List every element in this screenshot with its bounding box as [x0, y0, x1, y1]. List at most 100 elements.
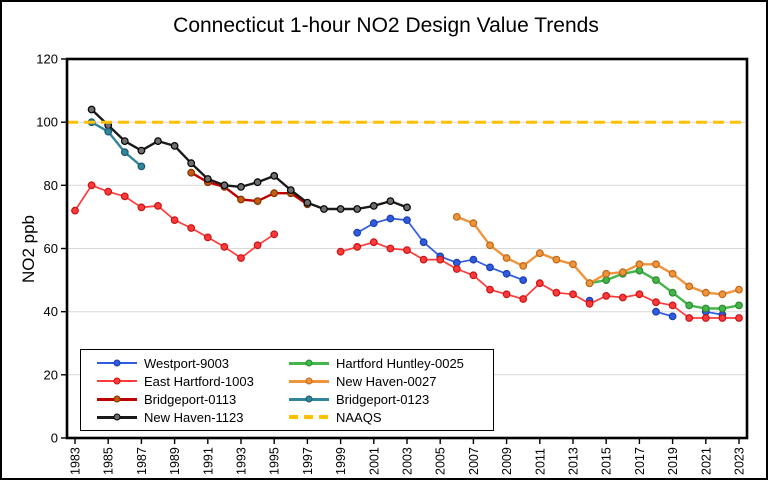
x-tick-label: 2019	[666, 447, 680, 475]
data-point	[486, 263, 494, 272]
data-point	[270, 171, 279, 180]
legend-marker-dot	[113, 395, 121, 403]
data-point	[104, 127, 113, 136]
data-point	[718, 304, 727, 313]
data-point	[668, 301, 677, 310]
data-point	[735, 314, 743, 322]
data-point	[137, 203, 146, 212]
data-point	[602, 269, 611, 278]
data-point	[718, 290, 727, 299]
legend-box: Westport-9003 East Hartford-1003 Bridgepor…	[80, 349, 494, 431]
data-point	[685, 301, 694, 310]
data-point	[618, 293, 627, 302]
legend-item-east-hartford-1003: East Hartford-1003	[97, 372, 289, 390]
data-point	[535, 249, 544, 258]
data-point	[170, 141, 179, 150]
y-tick-label: 0	[51, 431, 58, 446]
data-point	[386, 244, 395, 253]
data-point	[187, 168, 196, 177]
x-tick-label: 2003	[401, 447, 415, 475]
data-point	[369, 219, 378, 228]
data-point	[87, 105, 96, 114]
data-point	[552, 288, 561, 297]
data-point	[253, 241, 262, 250]
data-point	[403, 246, 411, 255]
axes: 0 20 40 60 80 100 120 1983 1985 1987 1989 1991 1993 1…	[36, 52, 746, 476]
data-point	[519, 262, 528, 270]
data-point	[137, 146, 146, 155]
x-tick-label: 1983	[69, 447, 83, 475]
data-point	[602, 292, 611, 300]
data-point	[519, 295, 528, 303]
data-point	[237, 195, 245, 204]
legend-swatch-bridgeport-0113	[97, 395, 137, 403]
data-point	[652, 298, 660, 307]
data-point	[237, 182, 245, 191]
x-tick-label: 1987	[135, 447, 149, 475]
data-point	[419, 238, 428, 247]
data-point	[419, 255, 428, 264]
legend-label-east-hartford-1003: East Hartford-1003	[144, 373, 254, 389]
data-point	[187, 159, 196, 168]
legend-label-hartford-huntley-0025: Hartford Huntley-0025	[336, 355, 464, 371]
data-point	[452, 212, 461, 221]
legend-item-new-haven-0027: New Haven-0027	[289, 372, 493, 390]
data-point	[452, 265, 461, 273]
x-tick-label: 2017	[633, 447, 647, 475]
data-point	[270, 230, 279, 239]
data-point	[71, 206, 79, 215]
x-tick-label: 2001	[367, 447, 381, 475]
legend-item-hartford-huntley-0025: Hartford Huntley-0025	[289, 354, 493, 372]
data-point	[320, 205, 328, 213]
legend-label-naaqs: NAAQS	[336, 409, 382, 425]
legend-marker-dot	[113, 377, 121, 385]
data-point	[353, 242, 362, 251]
x-tick-label: 2005	[434, 447, 448, 475]
data-point	[668, 269, 677, 278]
x-tick-label: 1985	[102, 447, 116, 475]
data-point	[386, 214, 395, 223]
data-point	[353, 205, 362, 213]
data-point	[486, 285, 494, 294]
data-point	[87, 181, 96, 190]
data-point	[120, 148, 129, 157]
x-tick-label: 2021	[699, 447, 713, 475]
series-westport-9003	[353, 214, 727, 321]
x-tick-label: 1991	[201, 447, 215, 475]
data-point	[685, 282, 694, 291]
data-point	[635, 290, 644, 299]
y-tick-label: 60	[44, 241, 58, 256]
data-point	[486, 241, 494, 250]
data-point	[369, 238, 378, 247]
x-tick-label: 1993	[235, 447, 249, 475]
x-tick-label: 2013	[567, 447, 581, 475]
data-point	[187, 224, 196, 232]
y-tick-label: 80	[44, 178, 58, 193]
data-point	[635, 266, 644, 275]
data-point	[718, 314, 727, 322]
data-point	[220, 181, 229, 190]
data-point	[668, 288, 677, 297]
data-point	[535, 279, 544, 288]
data-point	[685, 314, 694, 322]
legend-label-new-haven-1123: New Haven-1123	[144, 409, 244, 425]
y-tick-label: 100	[36, 115, 58, 130]
legend-swatch-new-haven-0027	[289, 377, 329, 385]
data-point	[336, 247, 345, 256]
legend-swatch-westport-9003	[97, 359, 137, 367]
legend-marker-dot	[305, 395, 313, 403]
data-point	[336, 205, 345, 213]
data-point	[502, 254, 511, 262]
data-point	[253, 178, 262, 187]
data-point	[735, 301, 743, 310]
data-point	[569, 290, 577, 299]
legend-swatch-bridgeport-0123	[289, 395, 329, 403]
data-point	[701, 288, 710, 297]
data-point	[154, 201, 162, 210]
legend-marker-dot	[113, 413, 121, 421]
legend-label-westport-9003: Westport-9003	[144, 355, 230, 371]
chart-title: Connecticut 1-hour NO2 Design Value Tren…	[173, 14, 599, 37]
data-point	[469, 255, 478, 264]
x-tick-label: 2009	[500, 447, 514, 475]
data-point	[652, 260, 660, 269]
